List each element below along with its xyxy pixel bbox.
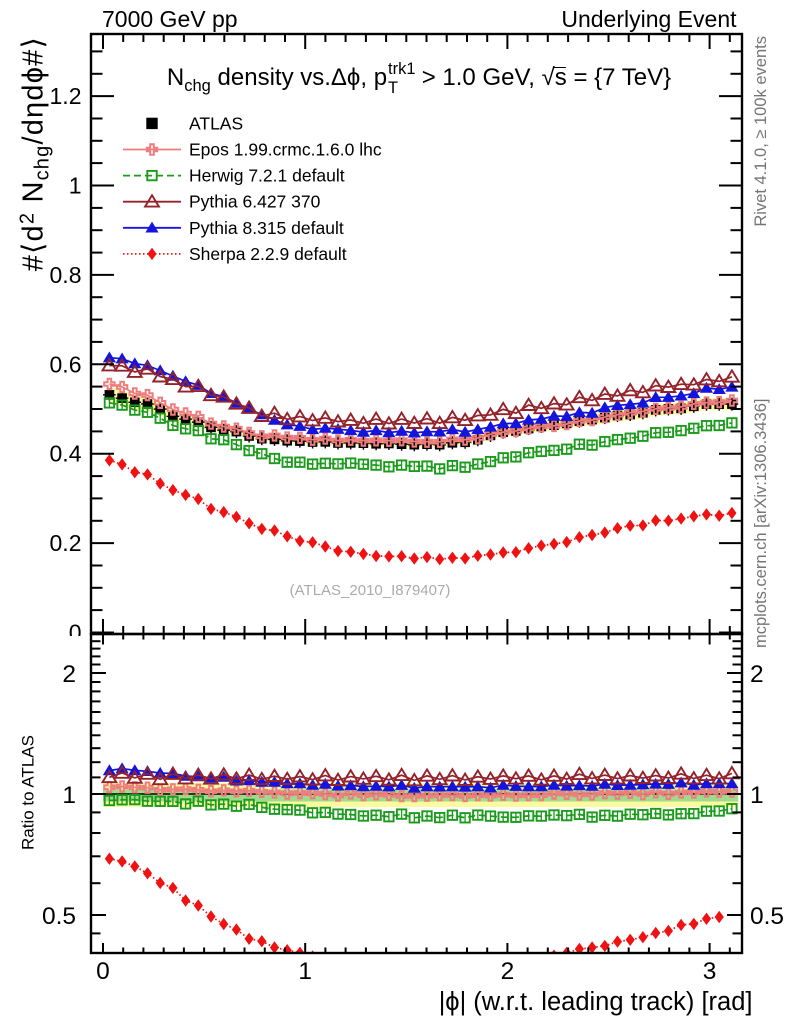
svg-text:2: 2 [501, 958, 515, 985]
svg-text:3: 3 [703, 958, 717, 985]
svg-text:Pythia 8.315 default: Pythia 8.315 default [189, 218, 344, 238]
svg-text:mcplots.cern.ch [arXiv:1306.34: mcplots.cern.ch [arXiv:1306.3436] [752, 399, 770, 648]
svg-text:Herwig 7.2.1 default: Herwig 7.2.1 default [189, 166, 345, 186]
svg-text:0.2: 0.2 [50, 530, 82, 556]
svg-text:0.4: 0.4 [50, 441, 82, 467]
svg-text:ATLAS: ATLAS [189, 113, 243, 133]
svg-text:1: 1 [750, 782, 764, 809]
svg-text:7000 GeV pp: 7000 GeV pp [102, 6, 238, 32]
svg-text:0.5: 0.5 [42, 903, 76, 930]
svg-text:(ATLAS_2010_I879407): (ATLAS_2010_I879407) [290, 582, 451, 599]
svg-text:2: 2 [62, 661, 76, 688]
svg-text:|ϕ| (w.r.t. leading track) [ra: |ϕ| (w.r.t. leading track) [rad] [439, 988, 753, 1016]
svg-text:#⟨d2 Nchg/dηdϕ#⟩: #⟨d2 Nchg/dηdϕ#⟩ [17, 36, 54, 271]
svg-text:1.2: 1.2 [50, 83, 82, 109]
svg-text:2: 2 [750, 661, 764, 688]
svg-text:0.5: 0.5 [750, 903, 784, 930]
svg-text:Sherpa 2.2.9 default: Sherpa 2.2.9 default [189, 244, 347, 264]
svg-text:Epos 1.99.crmc.1.6.0 lhc: Epos 1.99.crmc.1.6.0 lhc [189, 140, 382, 160]
svg-text:Underlying Event: Underlying Event [561, 6, 737, 32]
svg-text:0.6: 0.6 [50, 351, 82, 377]
svg-text:1: 1 [69, 173, 82, 199]
svg-text:0: 0 [69, 620, 82, 646]
svg-text:1: 1 [62, 782, 76, 809]
svg-text:0.8: 0.8 [50, 262, 82, 288]
svg-text:0: 0 [96, 958, 110, 985]
svg-text:Rivet 4.1.0, ≥ 100k events: Rivet 4.1.0, ≥ 100k events [752, 36, 770, 227]
svg-text:Pythia 6.427 370: Pythia 6.427 370 [189, 192, 321, 212]
svg-text:1: 1 [298, 958, 312, 985]
svg-text:Ratio to ATLAS: Ratio to ATLAS [19, 735, 38, 850]
